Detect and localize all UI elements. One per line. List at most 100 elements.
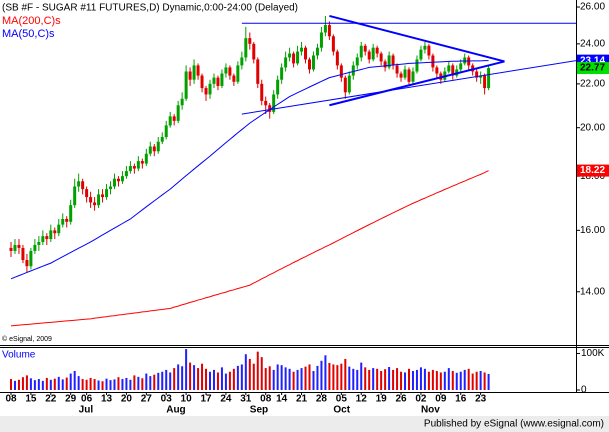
- candle-body: [300, 47, 304, 52]
- volume-bar: [419, 367, 422, 390]
- candle-body: [164, 125, 168, 137]
- volume-bar: [137, 376, 140, 390]
- candle-body: [240, 57, 244, 66]
- trendline: [329, 14, 505, 63]
- x-tick-label: 21: [296, 394, 308, 405]
- volume-bar: [268, 366, 271, 390]
- candle-body: [65, 218, 69, 222]
- x-tick-label: 31: [240, 394, 252, 405]
- volume-bar: [388, 366, 391, 390]
- volume-bar: [228, 371, 231, 390]
- volume-bar: [252, 363, 255, 390]
- candle-body: [228, 67, 232, 76]
- price-marker: [577, 62, 609, 75]
- volume-bar: [37, 379, 40, 390]
- candle-body: [77, 181, 81, 187]
- volume-bar: [57, 376, 60, 390]
- candle-body: [319, 32, 323, 48]
- candle-body: [89, 197, 93, 203]
- volume-bar: [205, 368, 208, 390]
- volume-bar: [97, 380, 100, 390]
- candle-body: [180, 98, 184, 106]
- volume-bar: [487, 373, 490, 390]
- volume-bar: [161, 371, 164, 390]
- candle-body: [256, 59, 260, 84]
- candle-body: [371, 47, 375, 60]
- candle-body: [339, 65, 343, 78]
- candle-body: [232, 75, 236, 82]
- candle-body: [188, 71, 192, 80]
- volume-bar: [296, 369, 299, 390]
- volume-bar: [352, 368, 355, 390]
- candle-body: [168, 116, 172, 126]
- volume-bar: [396, 368, 399, 390]
- volume-bar: [169, 372, 172, 390]
- candle-body: [415, 59, 419, 72]
- candle-body: [132, 166, 136, 169]
- trendline: [329, 60, 505, 107]
- volume-bar: [165, 369, 168, 390]
- x-tick-label: 08: [5, 394, 17, 405]
- candle-body: [53, 230, 57, 234]
- volume-bar: [463, 369, 466, 390]
- volume-bar: [85, 379, 88, 390]
- candle-body: [375, 47, 379, 54]
- volume-bar: [197, 368, 200, 390]
- volume-bar: [415, 369, 418, 390]
- volume-bar: [181, 366, 184, 390]
- volume-bar: [149, 376, 152, 390]
- candle-body: [37, 241, 41, 245]
- volume-bar: [479, 371, 482, 390]
- candle-body: [81, 181, 85, 190]
- candle-body: [288, 53, 292, 58]
- candle-body: [152, 146, 156, 152]
- candle-body: [304, 47, 308, 60]
- candle-body: [192, 65, 196, 80]
- candle-body: [204, 88, 208, 95]
- volume-bar: [344, 358, 347, 390]
- candle-body: [475, 71, 479, 78]
- volume-bar: [10, 379, 12, 390]
- volume-label: Volume: [2, 350, 36, 361]
- month-label: Nov: [421, 405, 440, 416]
- candle-body: [148, 146, 152, 154]
- candle-body: [73, 186, 77, 206]
- volume-bar: [129, 379, 132, 390]
- volume-bar: [89, 377, 92, 390]
- volume-bar: [400, 371, 403, 390]
- volume-bar: [216, 372, 219, 390]
- volume-bar: [276, 364, 279, 390]
- legend-entry: MA(50,C)s: [2, 28, 55, 40]
- month-label: Sep: [250, 405, 268, 416]
- volume-bar: [61, 379, 64, 390]
- y-tick-label: 22.00: [580, 79, 605, 90]
- candle-body: [435, 67, 439, 74]
- candle-body: [120, 176, 124, 182]
- candle-body: [463, 57, 467, 64]
- candle-body: [351, 65, 355, 76]
- candle-body: [128, 166, 132, 172]
- x-tick-label: 15: [25, 394, 37, 405]
- volume-bar: [145, 373, 148, 390]
- volume-bar: [368, 369, 371, 390]
- candle-body: [383, 61, 387, 68]
- volume-bar: [133, 375, 136, 390]
- volume-bar: [459, 371, 462, 390]
- volume-bar: [25, 375, 28, 390]
- volume-bar: [173, 368, 176, 390]
- candle-body: [399, 73, 403, 78]
- x-tick-label: 05: [336, 394, 348, 405]
- x-tick-label: 02: [415, 394, 427, 405]
- candle-body: [331, 36, 335, 52]
- candle-body: [451, 65, 455, 76]
- x-tick-label: 06: [81, 394, 93, 405]
- candle-body: [407, 69, 411, 82]
- candle-body: [216, 77, 220, 86]
- candle-body: [156, 141, 160, 152]
- month-label: Jul: [79, 405, 94, 416]
- candle-body: [403, 69, 407, 78]
- candle-body: [296, 51, 300, 64]
- volume-bar: [185, 349, 188, 390]
- volume-bar: [260, 357, 263, 390]
